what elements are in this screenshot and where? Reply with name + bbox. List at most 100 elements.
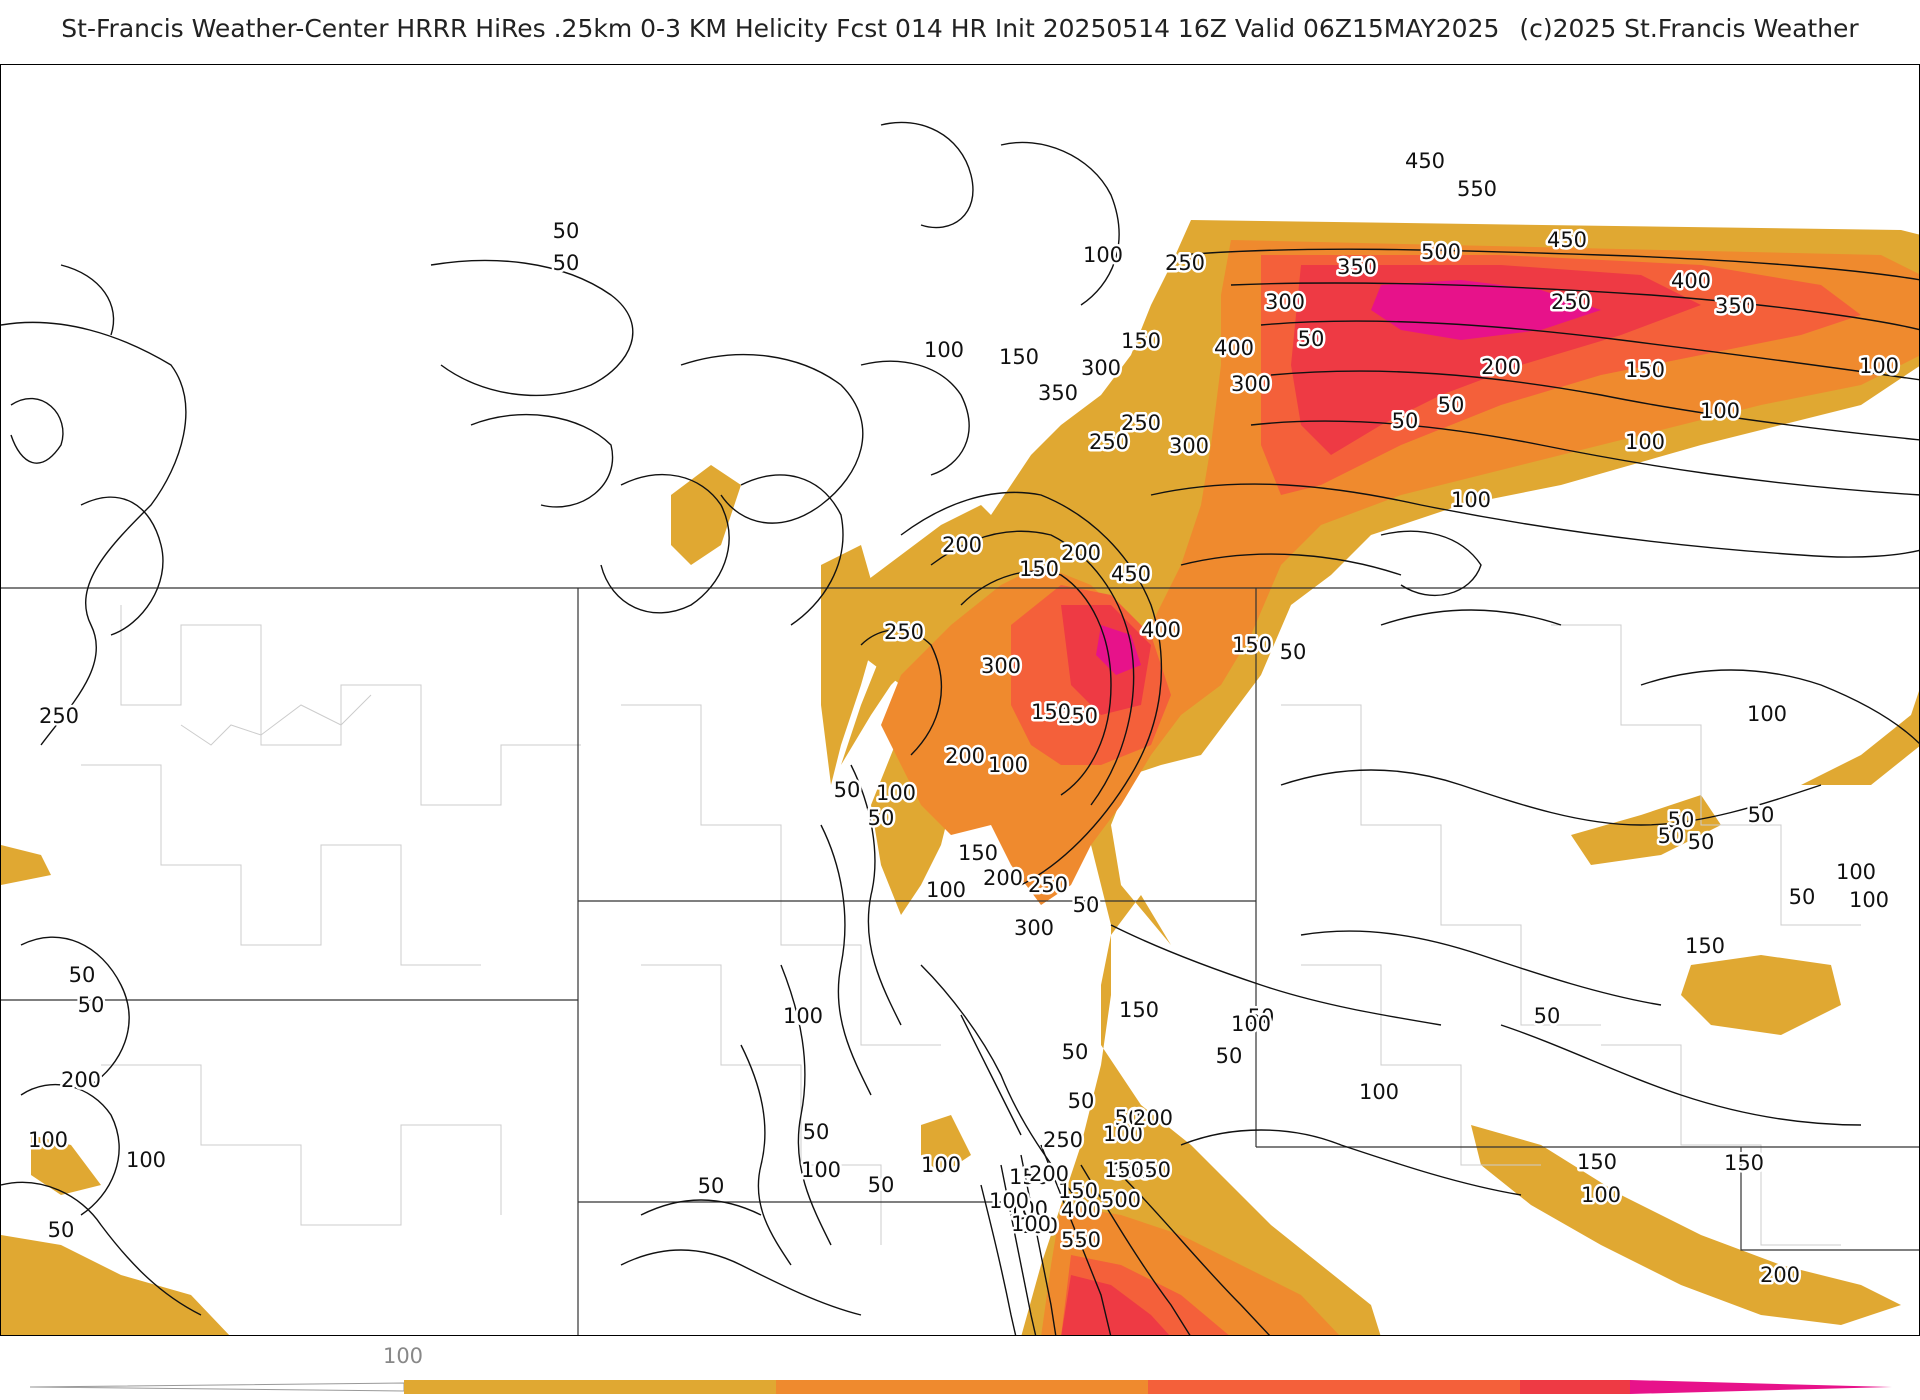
contour-label: 400 (1671, 269, 1711, 293)
contour-label: 100 (1011, 1212, 1051, 1236)
contour-label: 100 (1581, 1183, 1621, 1207)
shade-100-200-left1 (1, 845, 51, 885)
contour-label: 550 (1061, 1228, 1101, 1252)
contour-label: 300 (1112, 1159, 1152, 1183)
contour-label: 100 (876, 781, 916, 805)
contour-label: 50 (553, 219, 580, 243)
contour-label: 100 (1103, 1122, 1143, 1146)
contour-label: 50 (1438, 393, 1465, 417)
contour-label: 200 (1061, 541, 1101, 565)
contour-label: 250 (884, 620, 924, 644)
contour-label: 150 (1019, 557, 1059, 581)
contour-label: 50 (834, 778, 861, 802)
contour-label: 200 (945, 744, 985, 768)
contour-label: 350 (1131, 1158, 1171, 1182)
contour-label: 250 (1165, 251, 1205, 275)
shade-100-200-se2 (1681, 955, 1841, 1035)
contour-label: 100 (126, 1148, 166, 1172)
contour-label: 550 (1457, 177, 1497, 201)
contour-label: 150 (1724, 1151, 1764, 1175)
contour-label: 500 (1421, 240, 1461, 264)
contour-label: 50 (1298, 327, 1325, 351)
contour-label: 150 (1104, 1158, 1144, 1182)
contour-label: 150 (1685, 934, 1725, 958)
contour-label: 100 (921, 1153, 961, 1177)
contour-label: 150 (1232, 633, 1272, 657)
contour-label: 500 (1101, 1188, 1141, 1212)
contour-label: 250 (1058, 704, 1098, 728)
colorbar-right-triangle (1630, 1380, 1892, 1394)
contour-label: 300 (1169, 434, 1209, 458)
map-panel: 450 550 500 450 400 350 350 300 250 300 250 200 150 1… (0, 64, 1920, 1336)
copyright-text: (c)2025 St.Francis Weather (1519, 14, 1859, 43)
contour-label: 100 (28, 1128, 68, 1152)
shade-100-200-west (821, 545, 881, 785)
contour-label: 200 (983, 866, 1023, 890)
contour-label: 100 (1836, 860, 1876, 884)
contour-label: 200 (1133, 1106, 1173, 1130)
colorbar (30, 1380, 1892, 1394)
contour-label: 250 (1028, 873, 1068, 897)
contour-label: 50 (1668, 808, 1695, 832)
contour-label: 400 (1141, 618, 1181, 642)
contour-label: 100 (783, 1004, 823, 1028)
contour-label: 100 (1849, 888, 1889, 912)
contour-label: 300 (1265, 290, 1305, 314)
contour-label: 100 (1083, 243, 1123, 267)
contour-label: 100 (801, 1158, 841, 1182)
contour-label: 100 (1359, 1080, 1399, 1104)
contour-label: 50 (1115, 1106, 1142, 1130)
contour-label: 50 (698, 1174, 725, 1198)
contour-label: 350 (1715, 294, 1755, 318)
contour-label: 150 (1625, 358, 1665, 382)
contour-label: 300 (981, 654, 1021, 678)
helicity-shading (1, 220, 1919, 1335)
contour-label: 200 (942, 533, 982, 557)
contour-label: 250 (39, 704, 79, 728)
shade-100-200-bl (1, 1235, 230, 1335)
contour-label: 300 (1014, 916, 1054, 940)
contour-label: 150 (1119, 998, 1159, 1022)
contour-label: 150 (1058, 1179, 1098, 1203)
colorbar-left-triangle (30, 1382, 405, 1392)
contour-label: 100 (926, 878, 966, 902)
contour-label: 100 (1008, 1197, 1048, 1221)
contour-label: 50 (868, 1173, 895, 1197)
contour-label: 100 (1625, 430, 1665, 454)
contour-label: 150 (1121, 329, 1161, 353)
shade-100-200-bl2 (31, 1135, 101, 1195)
contour-label: 50 (1534, 1004, 1561, 1028)
contour-label: 150 (1009, 1165, 1049, 1189)
shade-500-plus-ne (1371, 280, 1601, 340)
contour-label: 50 (1748, 803, 1775, 827)
contour-label: 150 (1031, 700, 1071, 724)
shade-100-200-northeast (841, 220, 1919, 1335)
contour-label: 50 (1062, 1040, 1089, 1064)
contour-label: 200 (1481, 355, 1521, 379)
contour-label: 100 (1859, 354, 1899, 378)
contour-label: 250 (1121, 411, 1161, 435)
shade-100-200-e1 (1571, 795, 1721, 865)
shade-400-500-south (1061, 1275, 1170, 1335)
contour-label: 400 (1214, 336, 1254, 360)
contour-label: 350 (1038, 381, 1078, 405)
contour-label: 50 (1789, 885, 1816, 909)
contour-label: 400 (1061, 1198, 1101, 1222)
contour-label: 50 (1073, 893, 1100, 917)
contour-label: 300 (1231, 372, 1271, 396)
colorbar-segment (1148, 1380, 1520, 1394)
contour-label: 250 (1043, 1128, 1083, 1152)
contour-label: 300 (1081, 356, 1121, 380)
contour-label: 100 (1747, 702, 1787, 726)
contour-label: 200 (1029, 1162, 1069, 1186)
contour-label: 150 (958, 841, 998, 865)
shade-100-200-blob (921, 1115, 971, 1175)
contour-label: 350 (1337, 255, 1377, 279)
map-title: St-Francis Weather-Center HRRR HiRes .25… (0, 14, 1920, 43)
colorbar-segment (1520, 1380, 1630, 1394)
contour-label: 250 (1551, 290, 1591, 314)
contour-label: 450 (1547, 228, 1587, 252)
contour-label: 100 (988, 753, 1028, 777)
